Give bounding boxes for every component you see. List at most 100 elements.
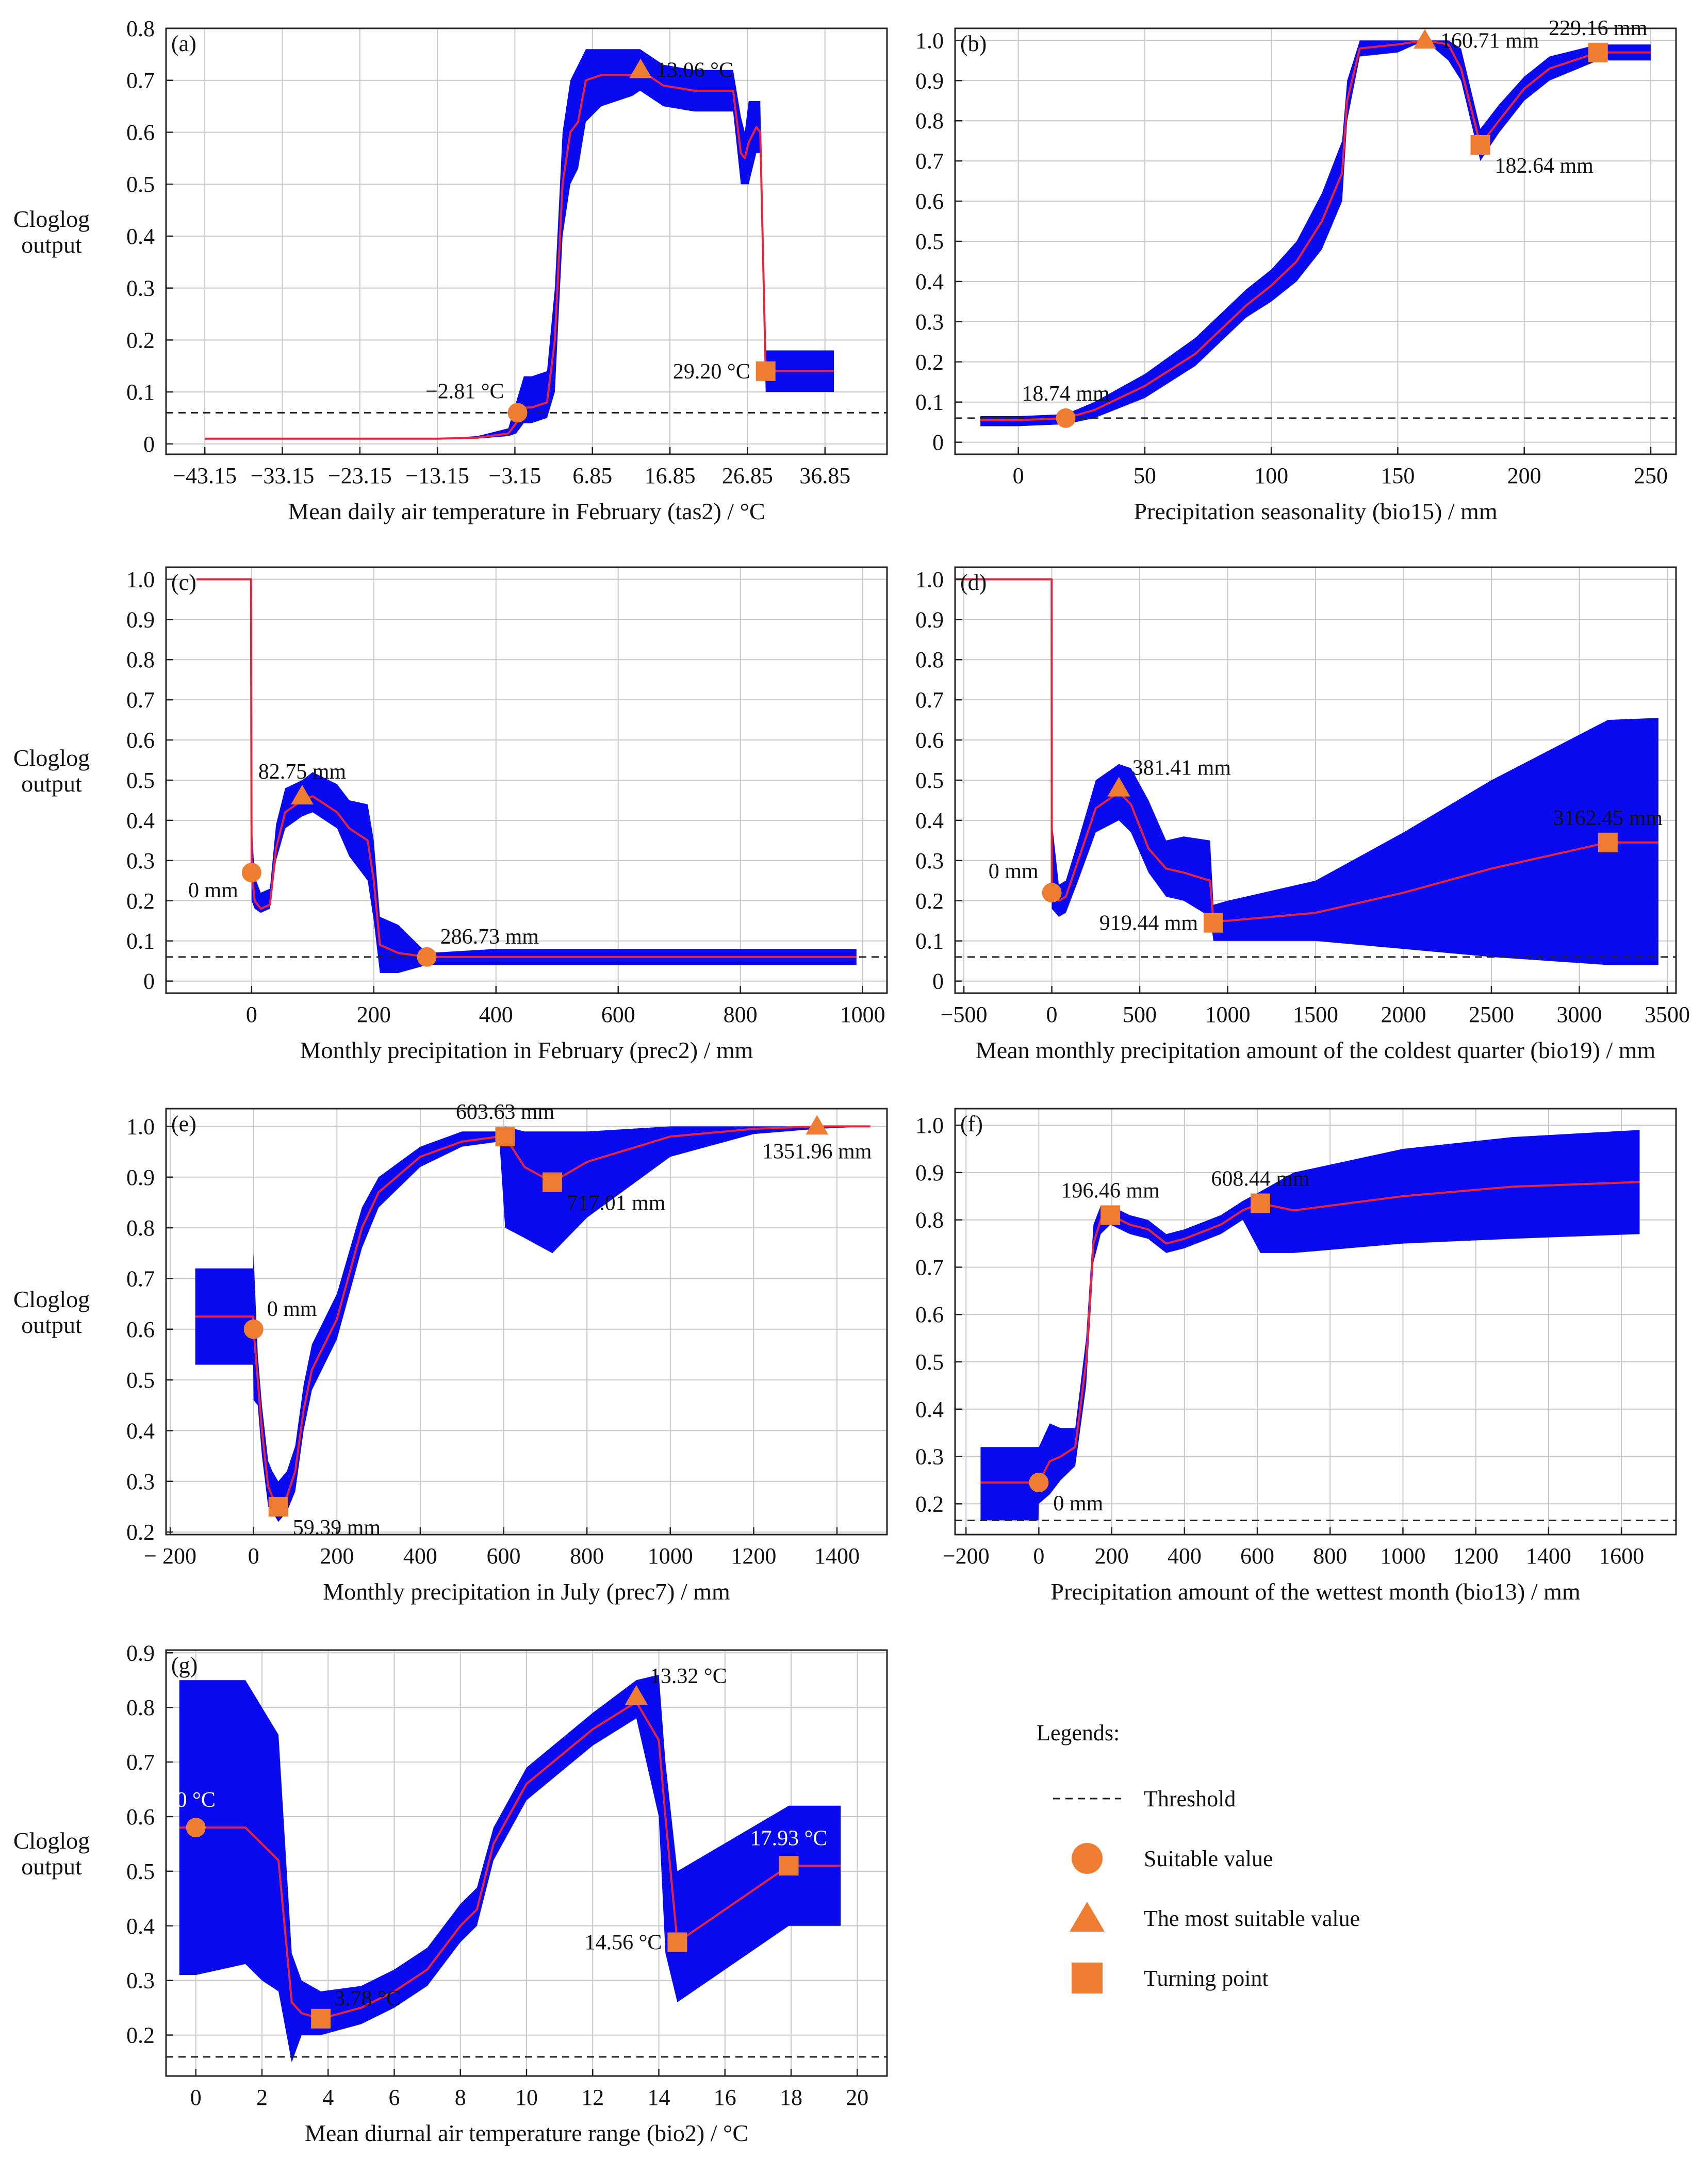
y-tick-label: 0.3	[126, 1968, 155, 1994]
marker-label: 160.71 mm	[1440, 29, 1539, 53]
marker-label: 196.46 mm	[1061, 1179, 1160, 1203]
suitable-value-marker	[243, 1319, 264, 1339]
tick-labels: 0 50 100 150 200 250 0 0.1 0.2 0.3 0.4 0.5 0.6 0.7 0.8…	[915, 28, 1668, 488]
legend-item-label: Turning point	[1144, 1966, 1269, 1991]
turning-point-marker	[1598, 832, 1618, 852]
x-tick-label: 2500	[1469, 1002, 1514, 1027]
y-tick-label: 0.5	[915, 1349, 944, 1375]
x-tick-label: 6	[388, 2085, 400, 2110]
panel-label: (d)	[960, 570, 987, 595]
x-tick-label: 0	[1033, 1543, 1044, 1569]
y-axis-label-line: Cloglog	[13, 745, 90, 771]
x-tick-label: 0	[190, 2085, 202, 2110]
y-tick-label: 0	[932, 969, 944, 994]
y-tick-label: 0.7	[915, 149, 944, 174]
markers: −2.81 °C 13.06 °C 29.20 °C	[425, 58, 776, 423]
panel-label: (f)	[960, 1111, 983, 1136]
x-tick-label: 1400	[1526, 1543, 1571, 1569]
suitable-value-marker	[417, 947, 437, 967]
x-tick-label: 500	[1123, 1002, 1157, 1027]
marker-label: 14.56 °C	[585, 1931, 662, 1955]
y-tick-label: 0.8	[915, 108, 944, 134]
x-axis-label: Precipitation seasonality (bio15) / mm	[1134, 498, 1497, 524]
marker-label: 18.74 mm	[1022, 382, 1110, 406]
y-tick-label: 0.4	[126, 1418, 155, 1443]
y-tick-label: 0.4	[915, 269, 944, 294]
y-tick-label: 0.2	[915, 1491, 944, 1517]
response-curve	[196, 578, 857, 958]
response-curve	[195, 1125, 871, 1505]
x-tick-label: 200	[1507, 463, 1541, 488]
x-tick-label: 1000	[1205, 1002, 1251, 1027]
x-axis-label: Mean monthly precipitation amount of the…	[976, 1037, 1656, 1063]
legend-circle-swatch	[1072, 1843, 1103, 1874]
x-tick-label: 14	[648, 2085, 670, 2110]
turning-point-marker	[543, 1172, 563, 1192]
x-tick-label: 18	[780, 2085, 802, 2110]
marker-label: 3.78 °C	[334, 1987, 401, 2011]
marker-label: 1351.96 mm	[762, 1140, 872, 1163]
most-suitable-value-marker	[1107, 777, 1130, 797]
panel-d: −500 0 500 1000 1500 2000 2500 3000 3500 0 0.1 0.2 0…	[915, 566, 1690, 1063]
plot-data	[166, 1674, 887, 2063]
y-axis-label: Cloglog output	[13, 745, 90, 797]
plot-data	[166, 578, 887, 973]
y-tick-label: 0.9	[915, 1160, 944, 1185]
panel-label: (c)	[171, 570, 196, 595]
panel-f: −200 0 200 400 600 800 1000 1200 1400 1600 0.2 0.3 0…	[915, 1108, 1677, 1605]
legend-item: Suitable value	[1072, 1843, 1273, 1874]
y-tick-label: 0.5	[126, 1368, 155, 1393]
legend-title: Legends:	[1037, 1720, 1120, 1745]
y-tick-label: 0.6	[126, 1317, 155, 1342]
legend-item: The most suitable value	[1070, 1902, 1360, 1932]
x-axis-label: Precipitation amount of the wettest mont…	[1050, 1578, 1580, 1605]
x-tick-label: 200	[320, 1543, 354, 1569]
panels: −43.15 −33.15 −23.15 −13.15 −3.15 6.85 16.85 26…	[13, 16, 1690, 2146]
y-tick-label: 0.8	[915, 647, 944, 672]
tick-labels: −500 0 500 1000 1500 2000 2500 3000 3500 0 0.1 0.2 0…	[915, 567, 1690, 1027]
x-tick-label: 200	[1095, 1543, 1129, 1569]
most-suitable-value-marker	[806, 1115, 829, 1135]
y-tick-label: 0.7	[126, 68, 155, 93]
y-tick-label: 0.9	[915, 68, 944, 93]
y-axis-label: Cloglog output	[13, 1827, 90, 1880]
y-tick-label: 1.0	[126, 567, 155, 592]
most-suitable-value-marker	[290, 785, 314, 805]
x-tick-label: 400	[1168, 1543, 1202, 1569]
marker-label: 17.93 °C	[750, 1826, 828, 1850]
turning-point-marker	[1588, 42, 1608, 62]
y-tick-label: 0.8	[126, 16, 155, 41]
y-tick-label: 0.7	[126, 1266, 155, 1291]
x-tick-label: −33.15	[251, 463, 315, 488]
y-tick-label: 0.3	[126, 848, 155, 874]
y-tick-label: 0.5	[915, 229, 944, 254]
panel-c: 0 200 400 600 800 1000 0 0.1 0.2 0.3 0.4 0.5 0.6 0.7 0…	[13, 566, 888, 1063]
turning-point-marker	[268, 1496, 288, 1517]
y-tick-label: 1.0	[915, 1113, 944, 1138]
most-suitable-value-marker	[1413, 29, 1436, 49]
x-axis-label: Mean diurnal air temperature range (bio2…	[305, 2120, 748, 2146]
y-tick-label: 0.2	[126, 2023, 155, 2048]
turning-point-marker	[1101, 1205, 1121, 1225]
marker-label: 717.01 mm	[567, 1192, 666, 1215]
x-tick-label: 10	[515, 2085, 538, 2110]
y-tick-label: 0.5	[126, 1859, 155, 1884]
marker-label: 13.32 °C	[650, 1665, 727, 1688]
y-tick-label: 0.6	[915, 728, 944, 753]
x-tick-label: −500	[941, 1002, 988, 1027]
turning-point-marker	[495, 1127, 515, 1147]
y-tick-label: 0.3	[126, 276, 155, 301]
y-tick-label: 0.6	[126, 728, 155, 753]
panel-g: 0 2 4 6 8 10 12 14 16 18 20 0.2 0.3 0.4 0.5 0.6 0.7 0.8 0.…	[13, 1640, 888, 2146]
y-tick-label: 0.2	[915, 350, 944, 375]
markers: 0 mm 82.75 mm 286.73 mm	[188, 760, 539, 967]
x-tick-label: 20	[846, 2085, 868, 2110]
panel-e: − 200 0 200 400 600 800 1000 1200 1400 0.2 0.3 0.4 0…	[13, 1100, 888, 1605]
y-tick-label: 0.8	[126, 647, 155, 672]
y-tick-label: 0.2	[915, 888, 944, 914]
x-tick-label: 800	[570, 1543, 604, 1569]
marker-label: 603.63 mm	[456, 1100, 555, 1124]
legend-item: Turning point	[1072, 1963, 1269, 1994]
y-axis-label-line: Cloglog	[13, 1827, 90, 1854]
x-tick-label: 16	[714, 2085, 736, 2110]
